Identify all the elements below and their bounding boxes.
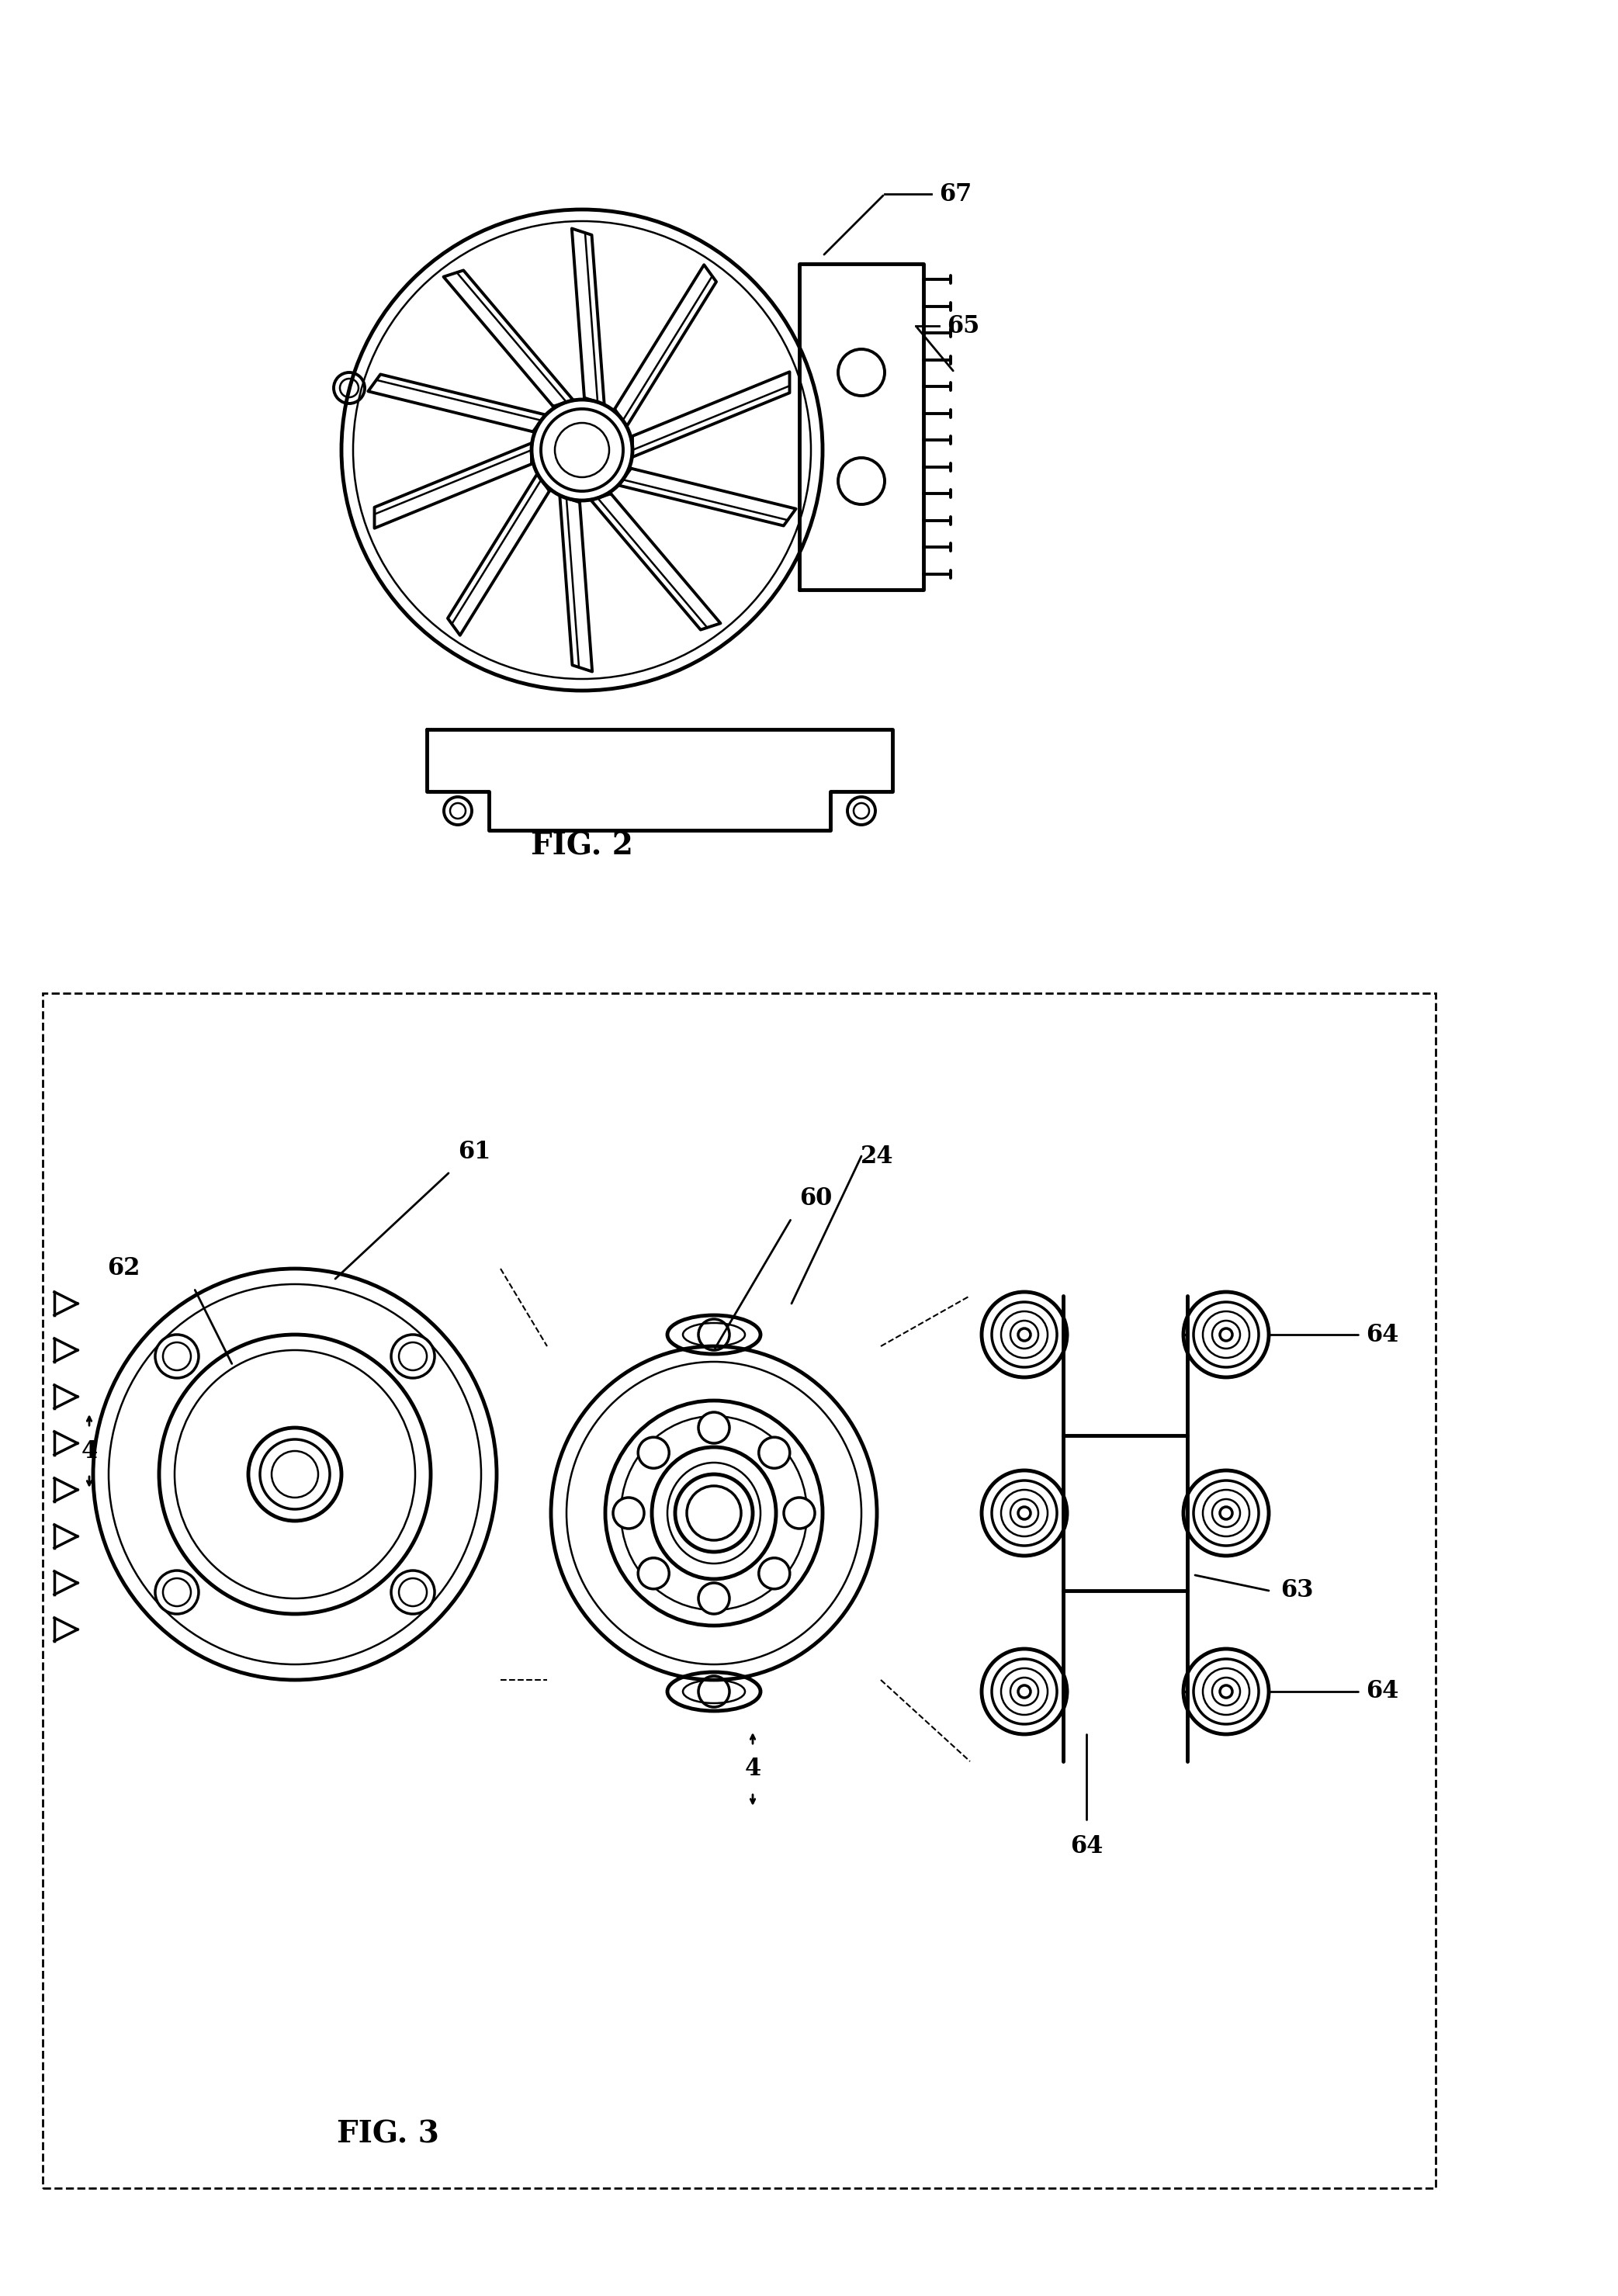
Circle shape [613, 1497, 644, 1529]
Text: 64: 64 [1366, 1322, 1398, 1348]
Text: 64: 64 [1069, 1835, 1103, 1860]
Text: 61: 61 [458, 1139, 490, 1164]
Text: 64: 64 [1366, 1678, 1398, 1704]
Text: 24: 24 [861, 1143, 893, 1169]
Circle shape [699, 1582, 730, 1614]
Circle shape [637, 1559, 670, 1589]
Text: FIG. 2: FIG. 2 [531, 831, 633, 861]
Circle shape [759, 1559, 790, 1589]
Text: FIG. 3: FIG. 3 [337, 2119, 438, 2149]
Text: 4: 4 [81, 1440, 97, 1463]
Text: 65: 65 [947, 315, 979, 338]
Text: 67: 67 [938, 181, 972, 207]
Circle shape [783, 1497, 815, 1529]
Text: 60: 60 [799, 1187, 832, 1210]
Circle shape [699, 1412, 730, 1444]
Bar [42, 994, 1435, 2188]
Text: 63: 63 [1280, 1580, 1314, 1603]
Circle shape [759, 1437, 790, 1467]
Text: 62: 62 [107, 1256, 139, 1281]
Text: 4: 4 [744, 1756, 760, 1782]
Circle shape [637, 1437, 670, 1467]
